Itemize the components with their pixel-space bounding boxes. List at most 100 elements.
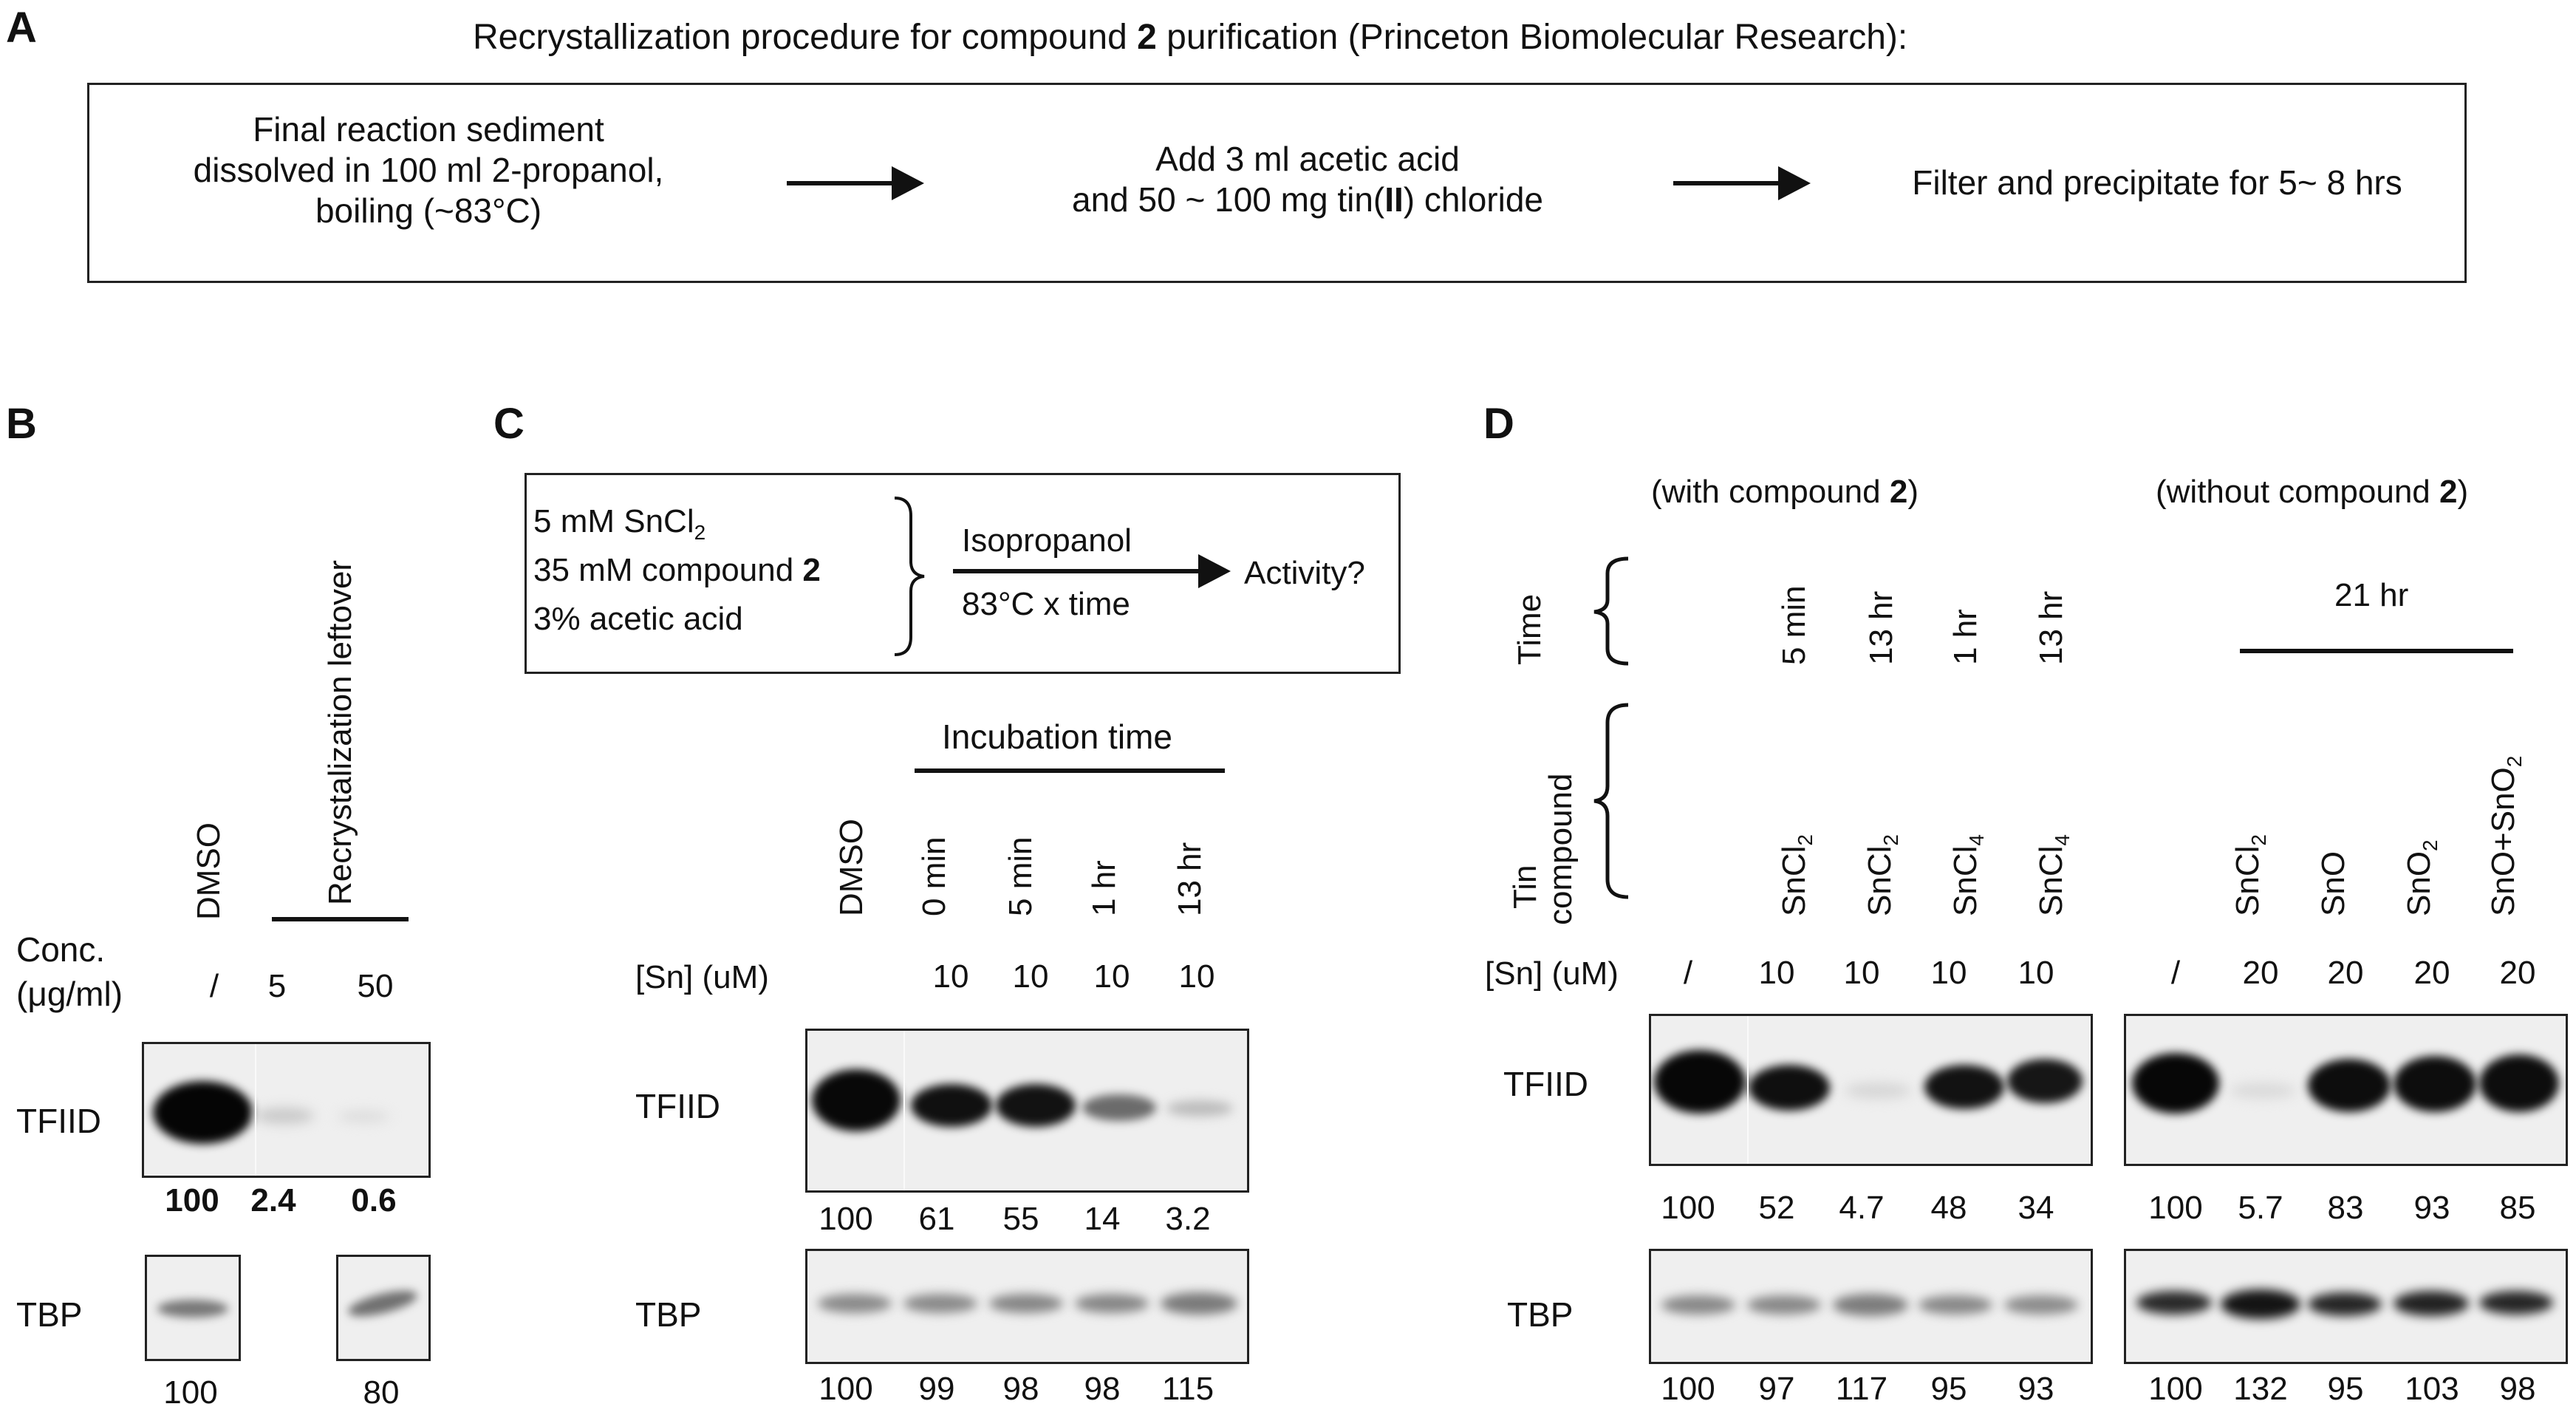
tin-compound-value: SnCl4 — [1947, 834, 1989, 916]
sn-label: [Sn] (uM) — [635, 959, 769, 995]
with-compound-header: (with compound 2) — [1651, 473, 1919, 512]
blot-band — [2132, 1053, 2219, 1114]
text-span: 5 mM SnCl — [533, 503, 694, 539]
tfiid-label: TFIID — [16, 1102, 101, 1140]
sn-value: / — [1683, 955, 1693, 991]
lane-label: 13 hr — [1172, 842, 1208, 916]
tfiid-value: 100 — [819, 1201, 873, 1237]
tbp-label: TBP — [1507, 1295, 1574, 1334]
sn-value: 10 — [932, 958, 969, 995]
lane-label: 0 min — [916, 836, 952, 916]
time-value: 5 min — [1776, 585, 1812, 665]
blot-band — [255, 1108, 314, 1124]
brace-icon — [1593, 556, 1629, 666]
step-1-line: dissolved in 100 ml 2-propanol, — [193, 151, 664, 190]
panel-letter-b: B — [6, 400, 37, 448]
subscript: 2 — [694, 520, 706, 544]
conc-unit-label: (μg/ml) — [16, 975, 123, 1013]
compound-number: 2 — [2439, 474, 2458, 510]
tbp-blot-with — [1649, 1249, 2093, 1364]
text-span: SnCl — [1862, 845, 1898, 916]
arrow-bottom-label: 83°C x time — [962, 586, 1130, 622]
blot-band — [1166, 1100, 1233, 1117]
tfiid-value: 4.7 — [1839, 1190, 1885, 1226]
step-1-line: boiling (~83°C) — [315, 191, 542, 231]
text-span: SnCl — [2033, 845, 2069, 916]
blot-band — [2136, 1291, 2212, 1315]
arrow-icon — [1673, 166, 1811, 200]
time-value: 13 hr — [1863, 590, 1899, 665]
blot-band — [1749, 1065, 1830, 1111]
arrow-top-label: Isopropanol — [962, 522, 1132, 559]
tin-compound-value: SnO+SnO2 — [2485, 756, 2527, 916]
tbp-value: 100 — [2148, 1371, 2203, 1407]
text-span: SnO+SnO — [2485, 767, 2521, 916]
tfiid-value: 2.4 — [250, 1182, 296, 1218]
sn-value: 10 — [1843, 955, 1880, 991]
panel-a-title: Recrystallization procedure for compound… — [473, 16, 1907, 59]
panel-letter-c: C — [493, 400, 525, 448]
sn-value: 20 — [2413, 955, 2450, 991]
tfiid-value: 5.7 — [2238, 1190, 2283, 1226]
tbp-value: 103 — [2405, 1371, 2459, 1407]
arrow-icon — [953, 554, 1231, 588]
text-span: SnO — [2401, 851, 2437, 916]
blot-band — [2221, 1289, 2300, 1319]
time-value: 1 hr — [1947, 609, 1984, 665]
blot-band — [989, 1294, 1063, 1313]
blot-band — [2479, 1291, 2553, 1315]
step-2: Add 3 ml acetic acid and 50 ~ 100 mg tin… — [975, 139, 1640, 220]
tbp-value: 100 — [819, 1371, 873, 1407]
tbp-blot — [145, 1255, 241, 1361]
tfiid-value: 100 — [1661, 1190, 1715, 1226]
subscript: 2 — [2247, 834, 2270, 846]
blot-band — [1924, 1065, 2004, 1109]
conc-label: Conc. — [16, 930, 106, 969]
text-span: (with compound — [1651, 474, 1890, 510]
panel-letter-a: A — [6, 4, 37, 52]
tbp-value: 80 — [363, 1374, 400, 1411]
text-span: SnCl — [1776, 845, 1812, 916]
step-1: Final reaction sediment dissolved in 100… — [140, 109, 717, 232]
sn-value: 20 — [2327, 955, 2364, 991]
lane-label: DMSO — [833, 819, 870, 916]
sn-value: 20 — [2499, 955, 2536, 991]
blot-band — [2004, 1295, 2078, 1315]
text-span: SnCl — [1947, 845, 1984, 916]
blot-band — [1747, 1295, 1821, 1315]
time-value-without: 21 hr — [2334, 577, 2409, 613]
text-span: ) — [1907, 474, 1919, 510]
tbp-value: 99 — [918, 1371, 955, 1407]
blot-band — [1833, 1294, 1908, 1316]
blot-band — [1919, 1295, 1992, 1315]
blot-band — [338, 1111, 389, 1122]
title-text: Recrystallization procedure for compound — [473, 18, 1138, 57]
lane-label-dmso: DMSO — [191, 822, 227, 920]
tfiid-value: 3.2 — [1165, 1201, 1211, 1237]
arrow-icon — [787, 166, 924, 200]
incubation-bar — [915, 768, 1225, 773]
blot-band — [2479, 1054, 2559, 1112]
tfiid-value: 48 — [1930, 1190, 1967, 1226]
without-compound-header: (without compound 2) — [2156, 473, 2468, 512]
blot-band — [903, 1294, 977, 1313]
tbp-label: TBP — [16, 1295, 83, 1334]
splice-line — [1747, 1016, 1749, 1164]
step-3: Filter and precipitate for 5~ 8 hrs — [1912, 163, 2402, 202]
blot-band — [2308, 1292, 2382, 1316]
tin-compound-value: SnCl2 — [1862, 834, 1903, 916]
incubation-label: Incubation time — [942, 717, 1172, 756]
lane-label: 1 hr — [1086, 860, 1122, 916]
tbp-value: 98 — [1084, 1371, 1121, 1407]
blot-band — [2230, 1083, 2296, 1099]
blot-band — [1661, 1295, 1735, 1315]
splice-line — [255, 1044, 256, 1176]
tin-compound-value: SnO — [2315, 851, 2357, 916]
brace-icon — [894, 497, 925, 656]
panel-letter-d: D — [1483, 400, 1514, 448]
text-span: (without compound — [2156, 474, 2439, 510]
conc-value: 50 — [357, 968, 394, 1004]
tfiid-value: 93 — [2413, 1190, 2450, 1226]
tbp-blot — [805, 1249, 1249, 1364]
tfiid-value: 100 — [2148, 1190, 2203, 1226]
